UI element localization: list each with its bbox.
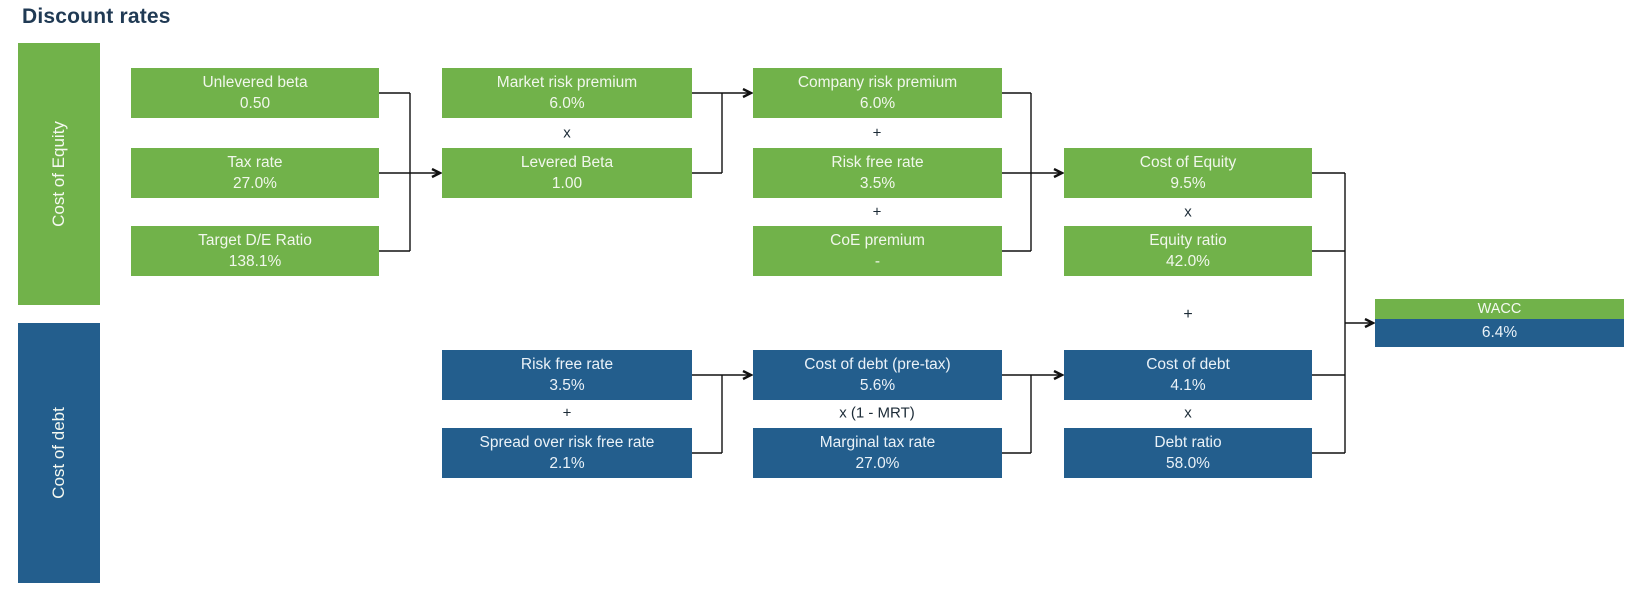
box-value: 58.0%	[1166, 455, 1210, 472]
connector-wacc-join	[1312, 172, 1346, 454]
box-label: Market risk premium	[496, 73, 638, 91]
connector-capm-join	[1002, 92, 1032, 252]
operator-plus-capm-2: +	[872, 203, 882, 221]
sidebar-cost-of-debt: Cost of debt	[18, 323, 100, 583]
box-target-de-ratio: Target D/E Ratio 138.1%	[131, 226, 379, 276]
page-title: Discount rates	[22, 5, 171, 28]
box-value: 6.0%	[859, 95, 896, 112]
box-company-risk-premium: Company risk premium 6.0%	[753, 68, 1002, 118]
box-label: CoE premium	[830, 231, 925, 249]
operator-plus-debt-inputs: +	[562, 404, 572, 422]
connector-pretax-join	[1002, 375, 1032, 454]
box-value: 1.00	[551, 175, 583, 192]
box-value: 0.50	[239, 95, 271, 112]
connector-equity-inputs-join	[379, 92, 411, 252]
box-marginal-tax-rate: Marginal tax rate 27.0%	[753, 428, 1002, 478]
box-label: Levered Beta	[520, 153, 614, 171]
sidebar-cost-of-equity-label: Cost of Equity	[49, 121, 69, 227]
connector-beta-join	[692, 93, 723, 174]
operator-one-minus-mrt: x (1 - MRT)	[839, 404, 915, 422]
operator-plus-capm-1: +	[872, 124, 882, 142]
box-value: 27.0%	[233, 175, 277, 192]
box-value: 27.0%	[855, 455, 900, 472]
box-value: -	[874, 253, 881, 270]
box-unlevered-beta: Unlevered beta 0.50	[131, 68, 379, 118]
box-value: 3.5%	[549, 377, 585, 394]
box-value: 9.5%	[1170, 175, 1206, 192]
box-value: 42.0%	[1166, 253, 1210, 270]
sidebar-cost-of-equity: Cost of Equity	[18, 43, 100, 305]
wacc-value: 6.4%	[1375, 319, 1624, 347]
operator-plus-combine: +	[1183, 306, 1193, 323]
box-label: Company risk premium	[797, 73, 958, 91]
box-equity-ratio: Equity ratio 42.0%	[1064, 226, 1312, 276]
box-wacc: WACC 6.4%	[1375, 299, 1624, 347]
box-cost-of-debt-pretax: Cost of debt (pre-tax) 5.6%	[753, 350, 1002, 400]
box-levered-beta: Levered Beta 1.00	[442, 148, 692, 198]
box-cost-of-debt: Cost of debt 4.1%	[1064, 350, 1312, 400]
box-label: Target D/E Ratio	[198, 231, 312, 249]
operator-multiply-beta: x	[563, 124, 571, 142]
operator-multiply-equity-ratio: x	[1184, 203, 1192, 221]
box-label: Spread over risk free rate	[479, 433, 655, 451]
box-label: Risk free rate	[831, 153, 924, 171]
box-value: 4.1%	[1170, 377, 1206, 394]
box-market-risk-premium: Market risk premium 6.0%	[442, 68, 692, 118]
wacc-label: WACC	[1375, 299, 1624, 319]
box-spread-over-risk-free-rate: Spread over risk free rate 2.1%	[442, 428, 692, 478]
connector-debt-inputs-join	[692, 375, 723, 454]
box-value: 138.1%	[228, 253, 282, 270]
box-label: Risk free rate	[520, 355, 614, 373]
box-label: Cost of debt (pre-tax)	[804, 355, 951, 373]
box-value: 5.6%	[859, 377, 896, 394]
sidebar-cost-of-debt-label: Cost of debt	[49, 407, 69, 499]
box-label: Unlevered beta	[202, 73, 308, 91]
box-tax-rate: Tax rate 27.0%	[131, 148, 379, 198]
box-risk-free-rate-debt: Risk free rate 3.5%	[442, 350, 692, 400]
box-label: Marginal tax rate	[819, 433, 936, 451]
operator-multiply-debt-ratio: x	[1184, 404, 1192, 422]
box-value: 2.1%	[549, 455, 585, 472]
box-label: Equity ratio	[1149, 231, 1227, 249]
box-value: 3.5%	[859, 175, 896, 192]
box-risk-free-rate-equity: Risk free rate 3.5%	[753, 148, 1002, 198]
box-label: Debt ratio	[1154, 433, 1222, 451]
box-debt-ratio: Debt ratio 58.0%	[1064, 428, 1312, 478]
box-label: Tax rate	[227, 153, 283, 171]
box-value: 6.0%	[549, 95, 585, 112]
box-label: Cost of Equity	[1139, 153, 1237, 171]
box-coe-premium: CoE premium -	[753, 226, 1002, 276]
box-cost-of-equity: Cost of Equity 9.5%	[1064, 148, 1312, 198]
box-label: Cost of debt	[1146, 355, 1230, 373]
